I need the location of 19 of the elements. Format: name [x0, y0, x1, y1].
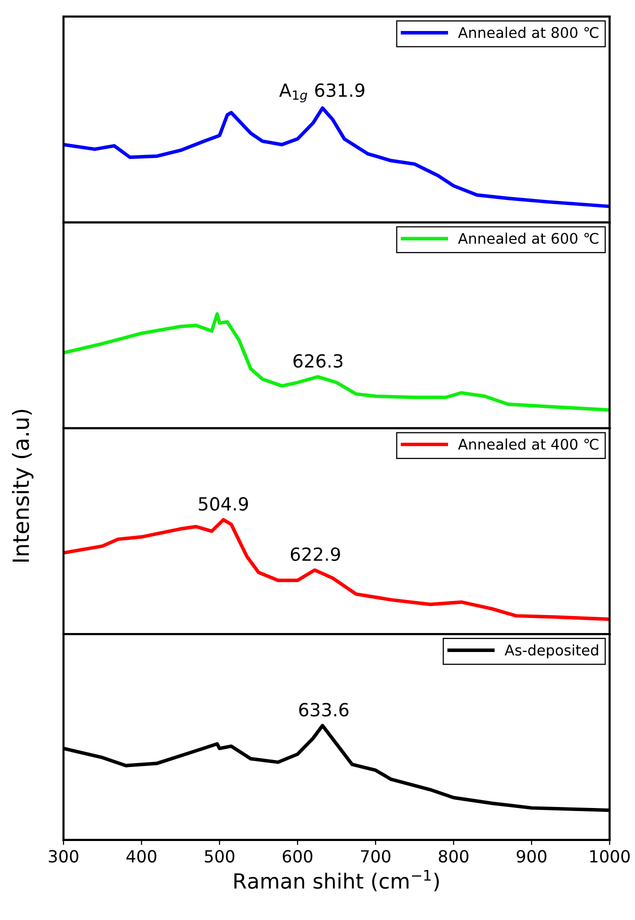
annotation: 622.9 [290, 547, 340, 562]
legend-label: As-deposited [504, 644, 598, 658]
x-tick-label: 1000 [590, 850, 630, 863]
x-tick-label: 900 [516, 850, 546, 863]
annotation: A$_{1g}$ 631.9 [279, 83, 364, 102]
x-tick-label: 600 [282, 850, 312, 863]
x-tick-label: 500 [204, 850, 234, 863]
legend-label: Annealed at 800 ℃ [458, 26, 598, 38]
x-tick-label: 300 [48, 850, 78, 863]
x-tick-label: 400 [126, 850, 156, 863]
x-tick-label: 800 [438, 850, 468, 863]
annotation: 504.9 [198, 497, 248, 511]
legend-label: Annealed at 600 ℃ [458, 232, 598, 244]
annotation: 626.3 [293, 354, 342, 368]
annotation: 633.6 [299, 702, 348, 717]
legend-label: Annealed at 400 ℃ [458, 438, 598, 450]
x-axis-title: Raman shiht (cm$^{−1}$) [234, 870, 439, 892]
y-axis-title: Intensity (a.u) [12, 410, 34, 562]
x-tick-label: 700 [361, 850, 390, 863]
